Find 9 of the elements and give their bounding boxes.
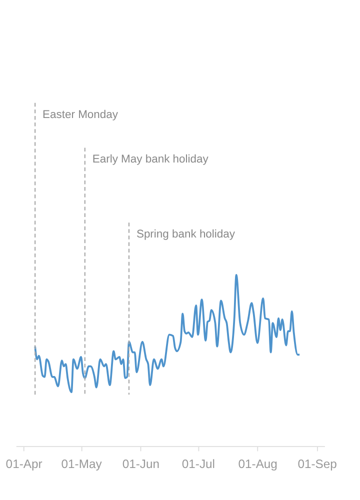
x-tick-label: 01-Jun (122, 457, 160, 472)
x-tick-label: 01-Apr (6, 457, 42, 472)
x-tick-label: 01-Aug (238, 457, 278, 472)
x-tick-label: 01-May (61, 457, 103, 472)
x-tick-label: 01-Sep (298, 457, 338, 472)
ref-line-label: Early May bank holiday (92, 154, 209, 166)
ref-line-label: Spring bank holiday (136, 228, 236, 241)
ref-line-label: Easter Monday (42, 108, 118, 121)
x-tick-label: 01-Jul (182, 457, 215, 472)
